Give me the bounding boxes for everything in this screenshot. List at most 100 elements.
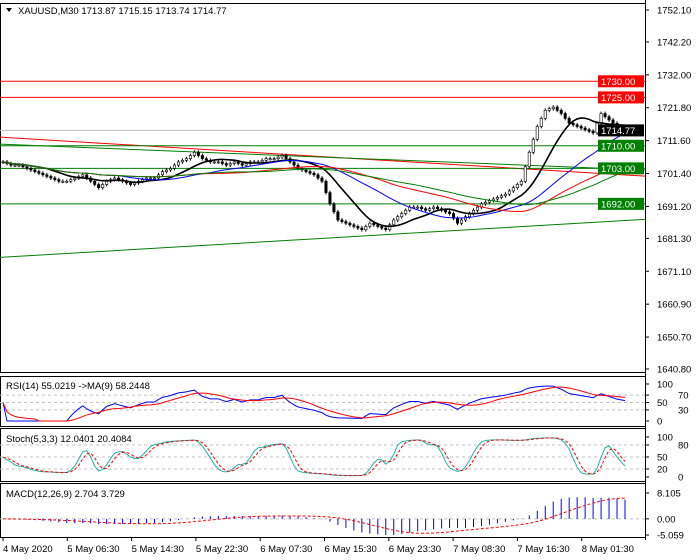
panel-frame <box>0 483 646 538</box>
candle <box>129 182 133 185</box>
candle <box>65 180 69 183</box>
candle <box>547 108 551 111</box>
candle <box>384 227 388 230</box>
candle <box>200 155 204 159</box>
candle <box>328 192 332 205</box>
candle <box>436 206 440 209</box>
candle <box>81 174 85 177</box>
candle <box>292 161 296 166</box>
candle <box>579 126 583 129</box>
candle <box>571 122 575 126</box>
candle <box>535 126 539 140</box>
candle <box>483 201 487 205</box>
candle <box>551 106 555 110</box>
rsi-ma-line <box>2 386 626 422</box>
candle <box>543 110 547 119</box>
candle <box>527 151 531 168</box>
indicator-tick-label: 50 <box>657 453 668 464</box>
indicator-tick-label: 70 <box>678 391 689 402</box>
candle <box>424 208 428 211</box>
candle <box>567 118 571 124</box>
candle <box>599 113 603 124</box>
price-level-label: 1710.00 <box>601 141 635 152</box>
stoch-title: Stoch(5,3,3) 12.0401 20.4084 <box>6 434 132 445</box>
candle <box>559 110 563 114</box>
candle <box>368 222 372 227</box>
candle <box>153 177 157 180</box>
candle <box>320 177 324 182</box>
candle <box>276 156 280 159</box>
candle <box>216 161 220 164</box>
candle <box>583 127 587 130</box>
candle <box>372 222 376 226</box>
price-tick-label: 1691.20 <box>657 202 691 213</box>
candle <box>53 177 57 180</box>
candle <box>336 211 340 221</box>
candle <box>316 174 320 179</box>
candle <box>168 168 172 171</box>
price-level-label: 1725.00 <box>601 93 635 104</box>
candle <box>164 169 168 172</box>
time-tick-label: 5 May 14:30 <box>132 544 184 555</box>
price-tick-label: 1671.10 <box>657 267 691 278</box>
candle <box>503 193 507 197</box>
indicator-tick-label: 50 <box>657 398 668 409</box>
candle <box>380 226 384 229</box>
price-tick-label: 1660.90 <box>657 300 691 311</box>
indicator-tick-label: 100 <box>657 433 673 444</box>
macd-title: MACD(12,26,9) 2.704 3.729 <box>6 489 125 500</box>
macd-signal-line <box>2 497 626 534</box>
candle <box>61 180 65 183</box>
candle <box>392 219 396 226</box>
time-tick-label: 6 May 15:30 <box>325 544 377 555</box>
price-level-badge <box>598 162 644 175</box>
candle <box>57 179 61 182</box>
candle <box>611 119 615 124</box>
candle <box>460 219 464 224</box>
price-tick-label: 1732.00 <box>657 70 691 81</box>
candle <box>272 158 276 160</box>
indicator-tick-label: 30 <box>678 405 689 416</box>
price-tick-label: 1721.80 <box>657 103 691 114</box>
candle <box>308 171 312 174</box>
indicator-tick-label: 8.105 <box>657 489 681 500</box>
candle <box>160 171 164 176</box>
candle <box>33 169 37 172</box>
candle <box>29 168 33 171</box>
dropdown-arrow-icon[interactable] <box>6 8 12 12</box>
candle <box>244 163 248 166</box>
rsi-line <box>2 385 626 422</box>
time-tick-label: 7 May 16:30 <box>517 544 569 555</box>
indicator-tick-label: 20 <box>657 465 668 476</box>
panel-frame <box>0 3 646 373</box>
candle <box>73 177 77 180</box>
candle <box>37 171 41 174</box>
candle <box>228 163 232 166</box>
candle <box>13 164 17 167</box>
time-tick-label: 5 May 06:30 <box>67 544 119 555</box>
candle <box>117 177 121 180</box>
candle <box>176 161 180 166</box>
candle <box>400 213 404 218</box>
price-tick-label: 1650.70 <box>657 333 691 344</box>
price-level-label: 1703.00 <box>601 164 635 175</box>
candle <box>388 224 392 230</box>
price-level-label: 1714.77 <box>601 126 635 137</box>
candle <box>268 158 272 160</box>
price-level-badge <box>598 197 644 210</box>
candle <box>69 179 73 182</box>
stoch-signal-line <box>2 437 626 477</box>
candle <box>188 155 192 159</box>
candle <box>555 106 559 111</box>
time-tick-label: 5 May 22:30 <box>196 544 248 555</box>
candle <box>595 122 599 134</box>
candle <box>404 210 408 214</box>
candle <box>444 210 448 213</box>
candle <box>352 224 356 227</box>
candle <box>184 158 188 161</box>
candle <box>49 176 53 179</box>
candle <box>204 158 208 161</box>
panel-frame <box>0 376 646 427</box>
